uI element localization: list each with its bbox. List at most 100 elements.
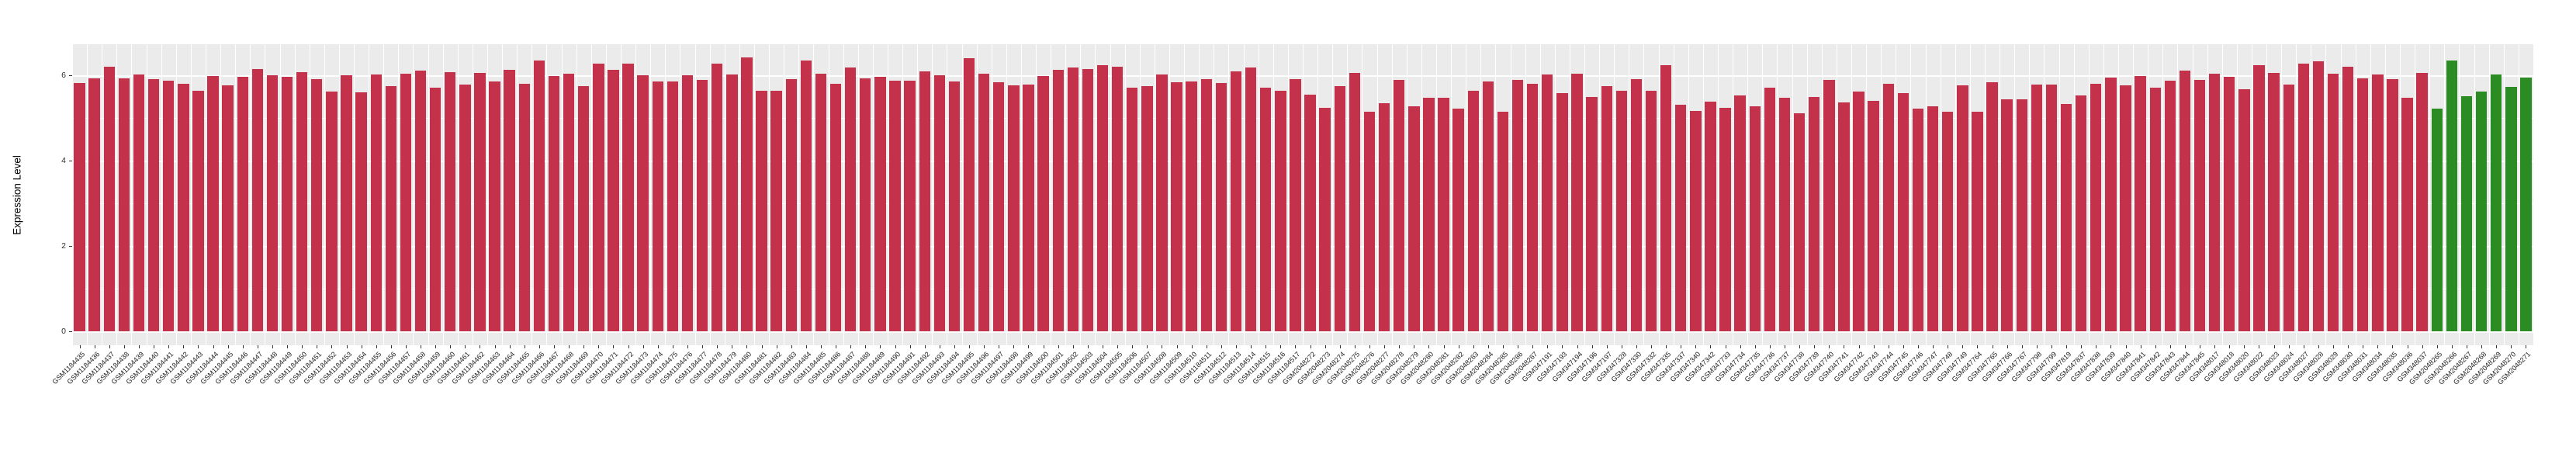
bar-GSM347764 bbox=[1972, 111, 1983, 332]
gridline-vertical bbox=[917, 44, 919, 345]
gridline-vertical bbox=[487, 44, 489, 345]
gridline-vertical bbox=[354, 44, 355, 345]
gridline-vertical bbox=[976, 44, 978, 345]
gridline-vertical bbox=[650, 44, 652, 345]
x-axis-tick bbox=[2273, 345, 2275, 348]
bar-GSM347332 bbox=[1645, 90, 1657, 332]
bar-GSM347767 bbox=[2016, 99, 2027, 332]
gridline-vertical bbox=[161, 44, 162, 345]
gridline-vertical bbox=[2044, 44, 2045, 345]
bar-GSM348035 bbox=[2387, 79, 2398, 332]
x-axis-tick bbox=[1176, 345, 1178, 348]
bar-GSM347838 bbox=[2090, 83, 2102, 332]
x-axis-tick bbox=[1236, 345, 1237, 348]
bar-GSM1184496 bbox=[978, 74, 990, 332]
bar-GSM1184438 bbox=[118, 78, 130, 332]
gridline-vertical bbox=[1421, 44, 1422, 345]
gridline-vertical bbox=[813, 44, 815, 345]
x-axis-tick bbox=[1695, 345, 1697, 348]
y-axis-tick-label: 0 bbox=[61, 327, 66, 337]
gridline-vertical bbox=[250, 44, 251, 345]
bar-GSM348024 bbox=[2283, 85, 2294, 332]
bar-GSM348020 bbox=[2238, 88, 2250, 332]
bar-GSM1184494 bbox=[948, 81, 961, 332]
bar-GSM1184504 bbox=[1096, 65, 1109, 332]
x-axis-tick bbox=[1606, 345, 1608, 348]
x-axis-tick bbox=[761, 345, 763, 348]
bar-GSM2048269 bbox=[2491, 74, 2502, 332]
x-axis-tick bbox=[376, 345, 377, 348]
bar-GSM1184516 bbox=[1275, 91, 1286, 332]
x-axis-tick bbox=[2036, 345, 2038, 348]
x-axis-tick bbox=[494, 345, 496, 348]
bar-GSM348030 bbox=[2342, 66, 2354, 332]
x-axis-tick bbox=[2348, 345, 2349, 348]
bar-GSM2048287 bbox=[1526, 84, 1539, 332]
gridline-vertical bbox=[2088, 44, 2090, 345]
x-axis-tick bbox=[1562, 345, 1563, 348]
bar-GSM1184449 bbox=[281, 76, 293, 332]
x-axis-tick bbox=[2496, 345, 2498, 348]
bar-GSM1184479 bbox=[726, 74, 738, 332]
bar-GSM1184475 bbox=[667, 81, 679, 332]
x-axis-tick bbox=[2169, 345, 2171, 348]
bar-GSM1184443 bbox=[192, 90, 204, 332]
bar-GSM347742 bbox=[1853, 92, 1864, 332]
bar-GSM348018 bbox=[2224, 76, 2235, 332]
gridline-vertical bbox=[665, 44, 667, 345]
bar-GSM347739 bbox=[1809, 96, 1820, 332]
bar-GSM1184453 bbox=[341, 74, 352, 332]
gridline-vertical bbox=[2384, 44, 2386, 345]
gridline-vertical bbox=[561, 44, 563, 345]
gridline-vertical bbox=[1984, 44, 1986, 345]
x-axis-tick bbox=[1265, 345, 1267, 348]
bar-GSM347734 bbox=[1734, 95, 1746, 332]
bar-GSM1184448 bbox=[266, 74, 279, 332]
bar-GSM2048286 bbox=[1511, 79, 1524, 332]
bar-GSM348037 bbox=[2416, 73, 2428, 332]
bar-GSM347840 bbox=[2120, 85, 2131, 332]
gridline-vertical bbox=[1688, 44, 1689, 345]
x-axis-tick bbox=[746, 345, 748, 348]
gridline-vertical bbox=[1599, 44, 1601, 345]
bar-GSM347819 bbox=[2060, 104, 2072, 332]
x-axis-tick bbox=[1058, 345, 1059, 348]
bar-GSM1184478 bbox=[712, 64, 723, 332]
x-axis-tick bbox=[1577, 345, 1578, 348]
gridline-vertical bbox=[1955, 44, 1956, 345]
x-axis-tick bbox=[2333, 345, 2335, 348]
bar-GSM1184461 bbox=[459, 85, 471, 332]
x-axis-tick bbox=[1532, 345, 1534, 348]
x-axis-tick bbox=[1399, 345, 1401, 348]
bar-GSM347839 bbox=[2105, 78, 2117, 332]
bar-GSM347340 bbox=[1690, 110, 1702, 332]
gridline-vertical bbox=[72, 44, 73, 345]
bar-GSM1184485 bbox=[815, 73, 827, 332]
gridline-vertical bbox=[2221, 44, 2223, 345]
x-axis-tick bbox=[1013, 345, 1015, 348]
bar-GSM2048281 bbox=[1438, 97, 1449, 332]
x-axis-tick bbox=[1117, 345, 1119, 348]
x-axis-tick bbox=[1384, 345, 1386, 348]
bar-GSM347765 bbox=[1986, 82, 1998, 332]
x-axis-tick bbox=[2318, 345, 2319, 348]
gridline-vertical bbox=[2281, 44, 2283, 345]
bar-GSM1184447 bbox=[251, 69, 264, 332]
x-axis-tick bbox=[1769, 345, 1771, 348]
bar-GSM1184455 bbox=[370, 74, 382, 332]
bar-GSM347196 bbox=[1586, 97, 1598, 332]
bar-GSM347747 bbox=[1927, 106, 1939, 332]
x-axis-tick bbox=[198, 345, 199, 348]
bar-GSM1184489 bbox=[874, 76, 886, 332]
x-axis-tick bbox=[1710, 345, 1712, 348]
bar-GSM347845 bbox=[2193, 79, 2206, 332]
gridline-vertical bbox=[1095, 44, 1096, 345]
bar-GSM2048280 bbox=[1423, 97, 1435, 332]
gridline-vertical bbox=[1036, 44, 1037, 345]
x-axis-tick bbox=[1339, 345, 1341, 348]
gridline-vertical bbox=[2103, 44, 2104, 345]
bar-GSM2048283 bbox=[1467, 90, 1479, 332]
gridline-vertical bbox=[383, 44, 385, 345]
gridline-vertical bbox=[739, 44, 740, 345]
x-axis-tick bbox=[1933, 345, 1934, 348]
